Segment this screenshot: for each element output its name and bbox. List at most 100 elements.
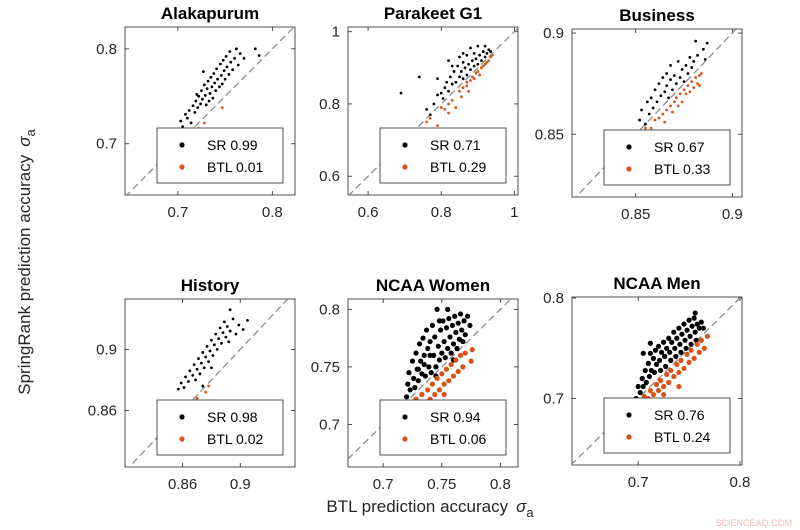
data-point <box>459 70 463 73</box>
data-point <box>195 92 199 96</box>
data-point <box>446 315 452 322</box>
data-point <box>436 357 443 363</box>
data-point <box>684 64 688 67</box>
legend-marker <box>402 436 408 442</box>
data-point <box>441 338 447 345</box>
data-point <box>439 106 443 109</box>
data-point <box>218 85 221 89</box>
data-point <box>463 66 467 70</box>
data-point <box>690 80 694 84</box>
data-point <box>460 338 466 345</box>
data-point <box>441 97 445 100</box>
data-point <box>221 58 225 62</box>
series-sr <box>633 310 706 402</box>
data-point <box>212 72 216 75</box>
data-point <box>207 360 210 364</box>
data-point <box>635 383 641 390</box>
data-point <box>195 396 199 400</box>
data-point <box>669 104 672 108</box>
data-point <box>450 82 454 86</box>
data-point <box>657 377 664 384</box>
data-point <box>450 341 457 347</box>
data-point <box>644 126 647 130</box>
data-point <box>650 355 657 361</box>
data-point <box>223 320 226 324</box>
data-point <box>422 373 428 379</box>
data-point <box>678 349 684 355</box>
data-point <box>443 325 450 331</box>
data-point <box>481 50 485 53</box>
data-point <box>215 348 219 351</box>
data-point <box>227 73 231 76</box>
data-point <box>661 383 667 390</box>
data-point <box>179 119 183 123</box>
data-point <box>214 332 218 336</box>
data-point <box>413 350 419 356</box>
diagonal-reference-line <box>574 29 738 197</box>
data-point <box>674 96 678 100</box>
data-point <box>470 75 474 79</box>
data-point <box>671 329 677 335</box>
data-point <box>217 337 221 341</box>
series-btl <box>410 53 494 146</box>
data-point <box>483 44 487 48</box>
subplot: Business 0.85 0.9 0.85 0.9 SR 0.67 BTL 0.33 <box>535 6 743 223</box>
data-point <box>647 340 653 346</box>
data-point <box>221 331 225 334</box>
data-point <box>257 54 261 57</box>
data-point <box>694 341 700 347</box>
data-point <box>676 59 680 63</box>
data-point <box>458 55 461 59</box>
data-point <box>432 391 438 398</box>
data-point <box>690 66 694 69</box>
data-point <box>214 89 218 92</box>
data-point <box>469 347 475 353</box>
data-point <box>219 74 223 77</box>
data-point <box>653 381 660 388</box>
data-point <box>644 122 647 126</box>
data-point <box>651 369 658 376</box>
data-point <box>689 323 695 329</box>
data-point <box>441 391 447 398</box>
data-point <box>450 98 454 102</box>
y-tick-label: 1 <box>332 24 340 41</box>
data-point <box>645 100 649 104</box>
legend-marker <box>179 436 185 442</box>
data-point <box>415 366 421 372</box>
watermark: SCIENCEAQ.COM <box>715 518 792 528</box>
data-point <box>238 52 242 55</box>
data-point <box>200 89 203 92</box>
data-point <box>225 325 229 328</box>
data-point <box>669 339 675 345</box>
x-tick-label: 0.8 <box>431 204 452 221</box>
data-point <box>698 319 704 325</box>
data-point <box>425 107 429 111</box>
data-point <box>416 341 423 347</box>
y-tick-label: 0.7 <box>543 391 564 408</box>
x-tick-label: 0.7 <box>628 474 649 491</box>
data-point <box>454 345 460 352</box>
diagonal-reference-line <box>572 297 742 465</box>
data-point <box>678 357 684 363</box>
legend-box <box>603 397 731 454</box>
data-point <box>418 358 424 364</box>
data-point <box>638 118 642 122</box>
data-point <box>436 387 443 393</box>
data-point <box>700 72 703 75</box>
data-point <box>399 91 403 95</box>
data-point <box>421 352 427 358</box>
data-point <box>231 317 235 321</box>
data-point <box>205 344 209 348</box>
data-point <box>655 387 662 394</box>
data-point <box>656 357 663 363</box>
data-point <box>211 96 215 100</box>
data-point <box>429 322 436 329</box>
data-point <box>432 102 436 106</box>
data-point <box>208 92 212 95</box>
data-point <box>193 111 197 114</box>
data-point <box>485 51 489 55</box>
data-point <box>672 74 676 77</box>
data-point <box>647 350 653 356</box>
data-point <box>415 378 421 384</box>
data-point <box>448 350 454 356</box>
